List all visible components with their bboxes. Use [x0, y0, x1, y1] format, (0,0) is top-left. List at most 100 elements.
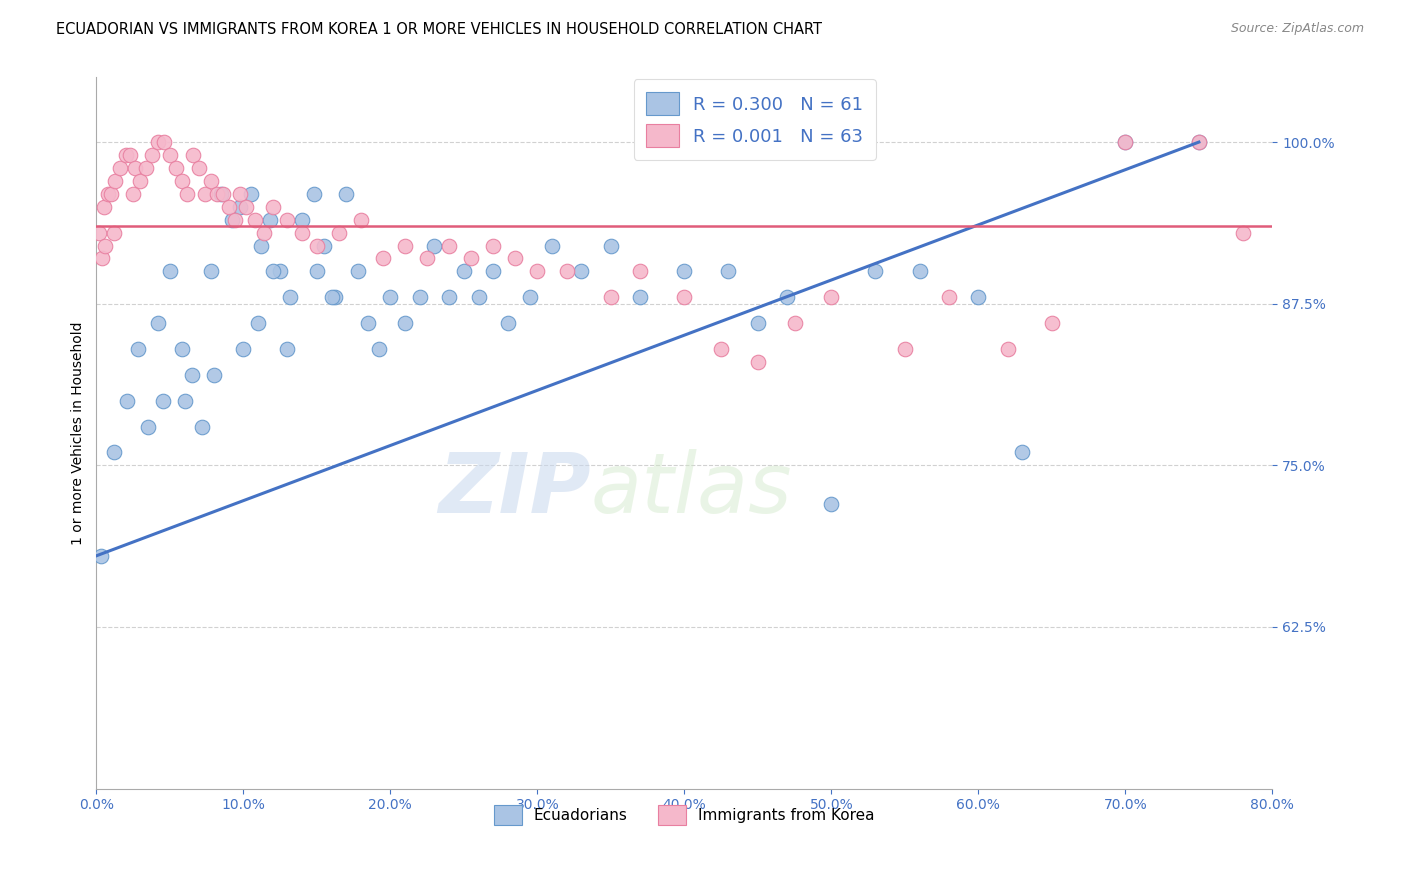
Point: [314, 238, 336, 252]
Point: [103, 226, 125, 240]
Point: [394, 316, 416, 330]
Point: [91, 252, 114, 266]
Point: [599, 290, 621, 304]
Point: [820, 290, 842, 304]
Point: [1114, 135, 1136, 149]
Point: [170, 174, 193, 188]
Point: [188, 161, 211, 175]
Point: [183, 148, 205, 162]
Point: [104, 174, 127, 188]
Point: [202, 368, 225, 382]
Point: [328, 226, 350, 240]
Point: [967, 290, 990, 304]
Point: [291, 212, 314, 227]
Point: [235, 200, 257, 214]
Point: [262, 264, 284, 278]
Point: [229, 200, 252, 214]
Point: [335, 186, 357, 201]
Point: [1011, 445, 1033, 459]
Point: [416, 252, 439, 266]
Point: [519, 290, 541, 304]
Point: [350, 212, 373, 227]
Point: [291, 226, 314, 240]
Point: [409, 290, 432, 304]
Point: [717, 264, 740, 278]
Point: [152, 393, 174, 408]
Point: [146, 316, 169, 330]
Point: [276, 212, 298, 227]
Point: [180, 368, 202, 382]
Point: [380, 290, 402, 304]
Point: [170, 342, 193, 356]
Point: [394, 238, 416, 252]
Y-axis label: 1 or more Vehicles in Household: 1 or more Vehicles in Household: [72, 321, 86, 545]
Point: [253, 226, 276, 240]
Point: [908, 264, 931, 278]
Point: [323, 290, 346, 304]
Point: [276, 342, 298, 356]
Point: [423, 238, 446, 252]
Point: [453, 264, 475, 278]
Point: [173, 393, 195, 408]
Point: [146, 135, 169, 149]
Point: [437, 290, 460, 304]
Point: [555, 264, 578, 278]
Point: [135, 161, 157, 175]
Point: [747, 355, 769, 369]
Point: [673, 264, 696, 278]
Point: [153, 135, 176, 149]
Point: [938, 290, 960, 304]
Point: [194, 186, 217, 201]
Point: [100, 186, 122, 201]
Point: [305, 264, 328, 278]
Point: [1188, 135, 1211, 149]
Point: [124, 161, 146, 175]
Point: [90, 549, 112, 563]
Point: [865, 264, 887, 278]
Point: [820, 497, 842, 511]
Point: [93, 200, 115, 214]
Point: [97, 186, 120, 201]
Point: [894, 342, 917, 356]
Point: [205, 186, 228, 201]
Text: ECUADORIAN VS IMMIGRANTS FROM KOREA 1 OR MORE VEHICLES IN HOUSEHOLD CORRELATION : ECUADORIAN VS IMMIGRANTS FROM KOREA 1 OR…: [56, 22, 823, 37]
Point: [103, 445, 125, 459]
Point: [302, 186, 325, 201]
Text: atlas: atlas: [591, 450, 792, 531]
Point: [229, 186, 252, 201]
Point: [367, 342, 389, 356]
Point: [122, 186, 145, 201]
Point: [159, 264, 181, 278]
Point: [165, 161, 187, 175]
Point: [673, 290, 696, 304]
Point: [460, 252, 482, 266]
Point: [280, 290, 302, 304]
Point: [269, 264, 291, 278]
Point: [114, 148, 136, 162]
Point: [1232, 226, 1254, 240]
Point: [191, 419, 214, 434]
Point: [108, 161, 131, 175]
Point: [747, 316, 769, 330]
Point: [526, 264, 548, 278]
Point: [1114, 135, 1136, 149]
Point: [321, 290, 343, 304]
Point: [136, 419, 159, 434]
Point: [200, 264, 222, 278]
Point: [599, 238, 621, 252]
Point: [482, 238, 505, 252]
Point: [120, 148, 142, 162]
Point: [218, 200, 240, 214]
Point: [305, 238, 328, 252]
Point: [141, 148, 163, 162]
Point: [710, 342, 733, 356]
Point: [89, 226, 111, 240]
Point: [467, 290, 489, 304]
Point: [262, 200, 284, 214]
Point: [250, 238, 273, 252]
Point: [259, 212, 281, 227]
Point: [94, 238, 117, 252]
Point: [1188, 135, 1211, 149]
Point: [209, 186, 232, 201]
Point: [129, 174, 152, 188]
